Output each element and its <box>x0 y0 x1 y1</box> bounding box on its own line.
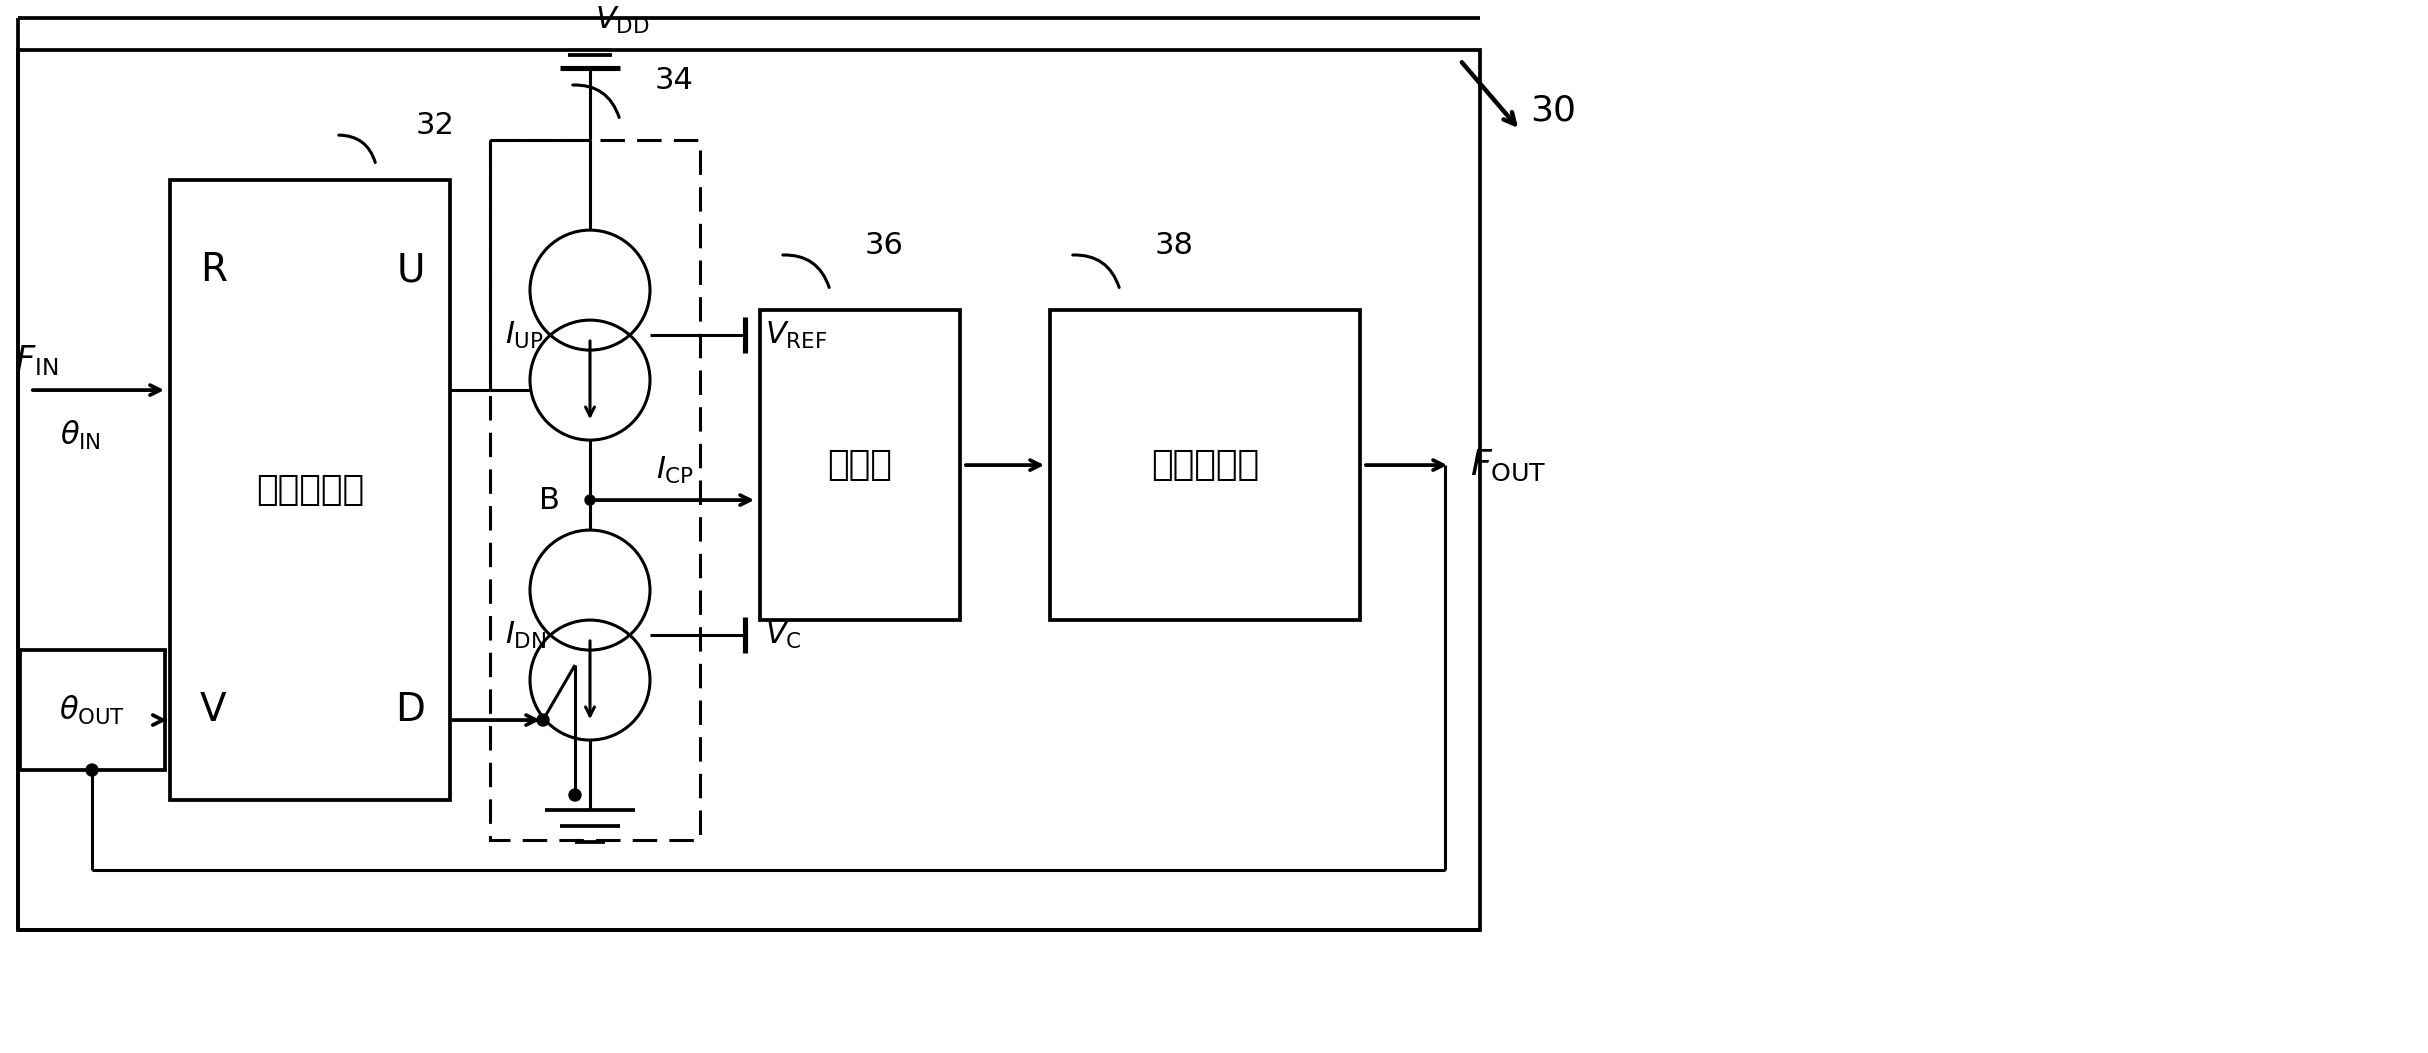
Text: $V_{\mathrm{DD}}$: $V_{\mathrm{DD}}$ <box>595 4 651 36</box>
Circle shape <box>585 495 595 505</box>
Bar <box>490 140 699 840</box>
Bar <box>19 650 165 770</box>
Text: B: B <box>539 485 561 515</box>
Text: $V_{\mathrm{C}}$: $V_{\mathrm{C}}$ <box>765 619 801 651</box>
Text: $\theta_{\mathrm{OUT}}$: $\theta_{\mathrm{OUT}}$ <box>58 694 124 727</box>
Text: 38: 38 <box>1156 231 1195 260</box>
Text: 相位检测器: 相位检测器 <box>255 473 364 508</box>
Text: $I_{\mathrm{UP}}$: $I_{\mathrm{UP}}$ <box>505 319 544 351</box>
Text: 滤波器: 滤波器 <box>828 449 894 482</box>
Text: 压控振荡器: 压控振荡器 <box>1151 449 1260 482</box>
Text: R: R <box>199 251 226 290</box>
Bar <box>170 180 449 800</box>
Text: $I_{\mathrm{CP}}$: $I_{\mathrm{CP}}$ <box>656 455 694 485</box>
Text: $F_{\mathrm{OUT}}$: $F_{\mathrm{OUT}}$ <box>1469 448 1547 482</box>
Text: $F_{\mathrm{IN}}$: $F_{\mathrm{IN}}$ <box>15 343 58 378</box>
Circle shape <box>568 789 580 801</box>
Text: 34: 34 <box>656 65 694 95</box>
Text: 32: 32 <box>415 111 454 140</box>
Circle shape <box>85 764 97 776</box>
Text: $I_{\mathrm{DN}}$: $I_{\mathrm{DN}}$ <box>505 619 546 651</box>
Bar <box>1049 310 1360 620</box>
Text: $\theta_{\mathrm{IN}}$: $\theta_{\mathrm{IN}}$ <box>61 418 102 452</box>
Text: 30: 30 <box>1530 93 1576 127</box>
Text: 36: 36 <box>864 231 903 260</box>
Bar <box>17 51 1481 930</box>
Text: V: V <box>199 691 226 729</box>
Text: U: U <box>396 251 425 290</box>
Bar <box>760 310 959 620</box>
Circle shape <box>537 714 549 727</box>
Text: D: D <box>396 691 425 729</box>
Text: $V_{\mathrm{REF}}$: $V_{\mathrm{REF}}$ <box>765 319 828 351</box>
